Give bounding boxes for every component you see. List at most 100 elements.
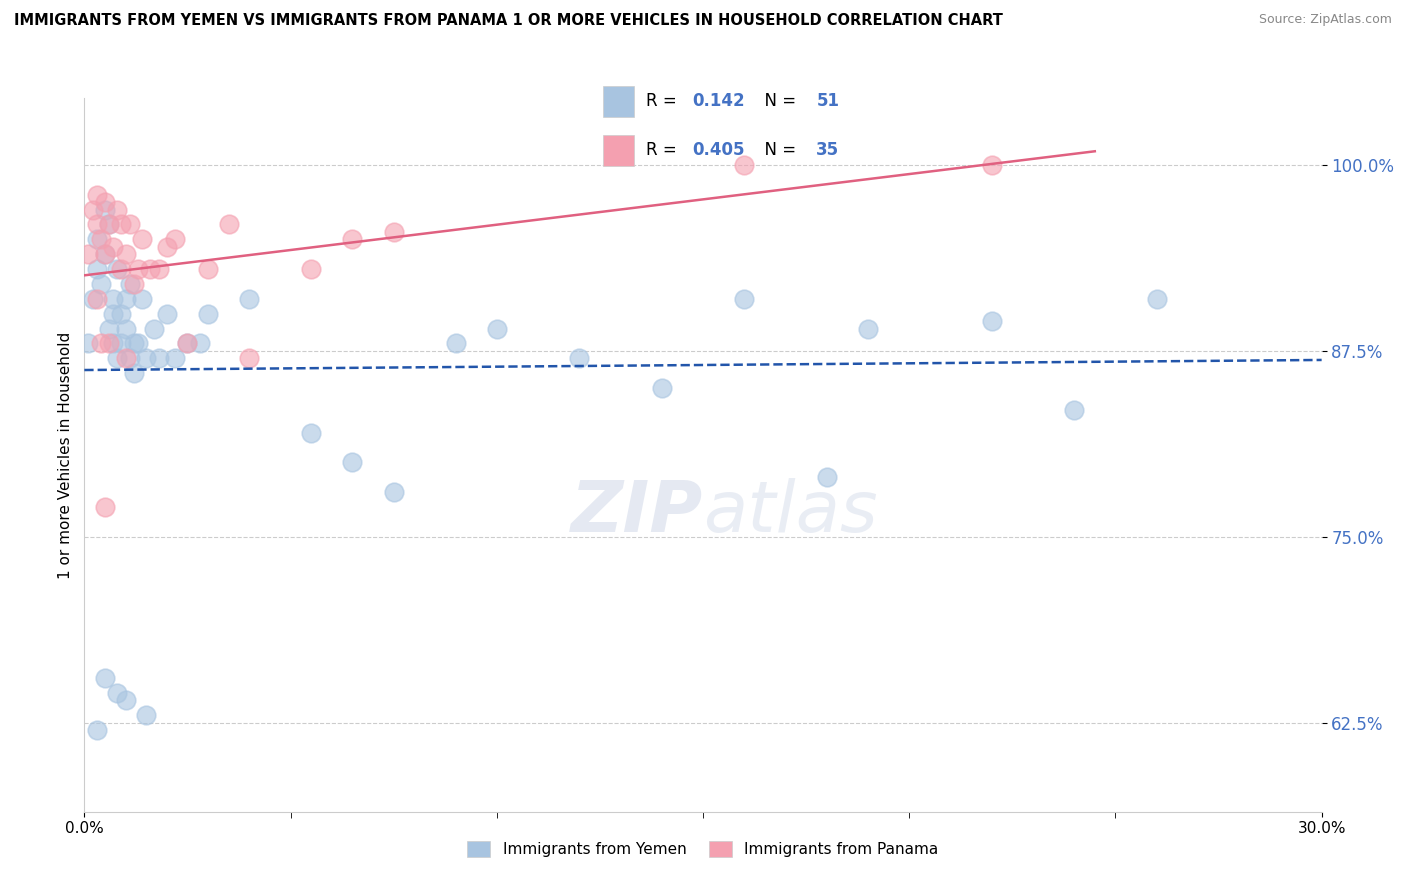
- Point: [131, 292, 153, 306]
- Point: [382, 485, 405, 500]
- Point: [122, 277, 145, 291]
- Point: [94, 671, 117, 685]
- Point: [86, 218, 108, 232]
- Text: 51: 51: [817, 92, 839, 110]
- Point: [342, 232, 364, 246]
- Point: [110, 307, 132, 321]
- Point: [197, 262, 219, 277]
- Point: [77, 336, 100, 351]
- Text: N =: N =: [755, 141, 801, 159]
- Point: [110, 262, 132, 277]
- Point: [485, 321, 508, 335]
- Point: [131, 232, 153, 246]
- Text: N =: N =: [755, 92, 801, 110]
- Point: [299, 425, 322, 440]
- Point: [103, 307, 125, 321]
- Point: [90, 232, 112, 246]
- Point: [382, 225, 405, 239]
- Point: [103, 336, 125, 351]
- Point: [127, 336, 149, 351]
- Point: [342, 455, 364, 469]
- Point: [103, 240, 125, 254]
- Text: R =: R =: [647, 141, 682, 159]
- Text: Source: ZipAtlas.com: Source: ZipAtlas.com: [1258, 13, 1392, 27]
- Point: [165, 351, 187, 366]
- Point: [110, 218, 132, 232]
- Point: [118, 277, 141, 291]
- Point: [188, 336, 211, 351]
- Point: [139, 262, 162, 277]
- Text: R =: R =: [647, 92, 682, 110]
- FancyBboxPatch shape: [603, 87, 634, 117]
- Point: [135, 351, 157, 366]
- Point: [86, 262, 108, 277]
- Point: [156, 307, 179, 321]
- Point: [118, 351, 141, 366]
- Point: [122, 336, 145, 351]
- Point: [114, 351, 136, 366]
- Point: [444, 336, 467, 351]
- Point: [856, 321, 879, 335]
- Point: [238, 351, 260, 366]
- Point: [218, 218, 240, 232]
- FancyBboxPatch shape: [603, 136, 634, 166]
- Point: [148, 262, 170, 277]
- Point: [733, 158, 755, 172]
- Point: [82, 202, 104, 217]
- Point: [127, 262, 149, 277]
- Point: [105, 686, 128, 700]
- Point: [299, 262, 322, 277]
- Point: [82, 292, 104, 306]
- Point: [114, 247, 136, 261]
- Y-axis label: 1 or more Vehicles in Household: 1 or more Vehicles in Household: [58, 331, 73, 579]
- Point: [118, 218, 141, 232]
- Point: [114, 693, 136, 707]
- Point: [148, 351, 170, 366]
- Point: [135, 708, 157, 723]
- Text: 35: 35: [817, 141, 839, 159]
- Point: [980, 314, 1002, 328]
- Point: [176, 336, 198, 351]
- Text: 0.405: 0.405: [693, 141, 745, 159]
- Point: [110, 336, 132, 351]
- Point: [86, 292, 108, 306]
- Point: [90, 277, 112, 291]
- Point: [90, 336, 112, 351]
- Point: [1063, 403, 1085, 417]
- Point: [94, 247, 117, 261]
- Point: [94, 195, 117, 210]
- Point: [197, 307, 219, 321]
- Point: [165, 232, 187, 246]
- Point: [103, 292, 125, 306]
- Point: [98, 336, 121, 351]
- Point: [86, 187, 108, 202]
- Text: atlas: atlas: [703, 477, 877, 547]
- Point: [1146, 292, 1168, 306]
- Point: [105, 351, 128, 366]
- Point: [651, 381, 673, 395]
- Point: [98, 218, 121, 232]
- Point: [77, 247, 100, 261]
- Point: [733, 292, 755, 306]
- Point: [105, 262, 128, 277]
- Legend: Immigrants from Yemen, Immigrants from Panama: Immigrants from Yemen, Immigrants from P…: [460, 833, 946, 864]
- Point: [114, 292, 136, 306]
- Point: [238, 292, 260, 306]
- Text: IMMIGRANTS FROM YEMEN VS IMMIGRANTS FROM PANAMA 1 OR MORE VEHICLES IN HOUSEHOLD : IMMIGRANTS FROM YEMEN VS IMMIGRANTS FROM…: [14, 13, 1002, 29]
- Point: [980, 158, 1002, 172]
- Text: 0.142: 0.142: [693, 92, 745, 110]
- Point: [94, 202, 117, 217]
- Point: [86, 723, 108, 737]
- Point: [156, 240, 179, 254]
- Point: [94, 500, 117, 514]
- Point: [98, 321, 121, 335]
- Point: [114, 321, 136, 335]
- Point: [94, 247, 117, 261]
- Text: ZIP: ZIP: [571, 477, 703, 547]
- Point: [815, 470, 838, 484]
- Point: [176, 336, 198, 351]
- Point: [86, 232, 108, 246]
- Point: [122, 366, 145, 380]
- Point: [105, 202, 128, 217]
- Point: [143, 321, 166, 335]
